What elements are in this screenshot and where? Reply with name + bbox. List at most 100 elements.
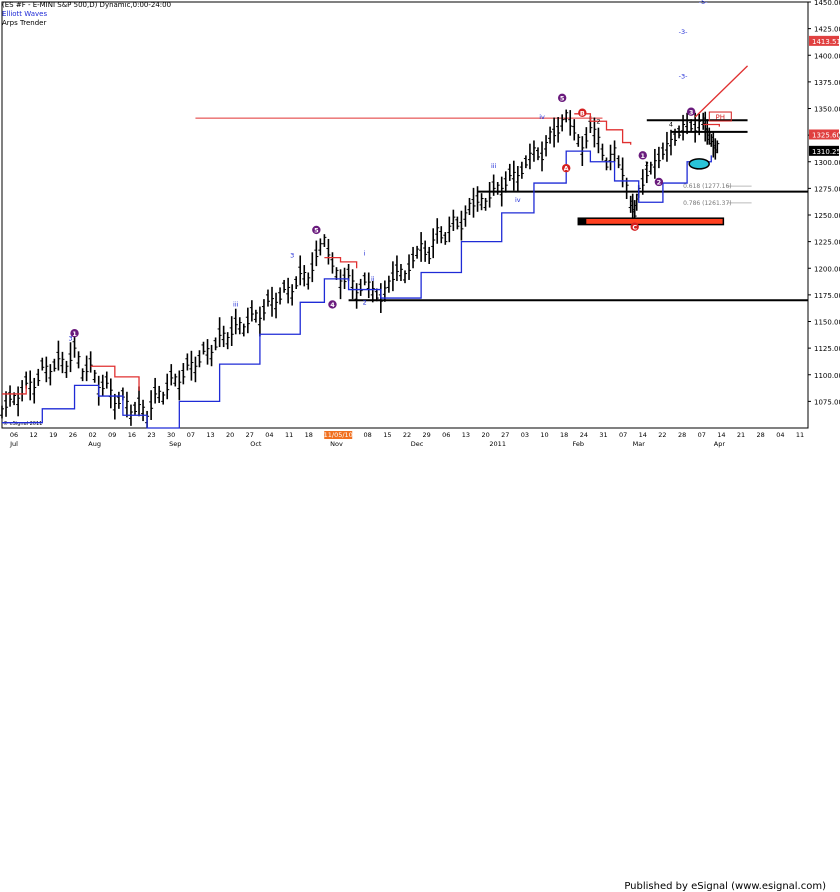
- x-day-label: 18: [305, 431, 313, 439]
- projection-line: [694, 65, 749, 118]
- x-day-label: 22: [403, 431, 411, 439]
- x-day-label: 15: [383, 431, 391, 439]
- x-day-label: 07: [187, 431, 195, 439]
- wave-marker-label: 3: [689, 108, 694, 116]
- x-day-label: 13: [462, 431, 470, 439]
- wave-label: ii: [371, 275, 375, 283]
- wave-label: iv: [515, 196, 521, 204]
- y-tick-label: 1300.00: [814, 159, 840, 167]
- x-day-label: 07: [698, 431, 706, 439]
- wave-label: 4: [669, 121, 673, 129]
- wave-marker-circle: [686, 107, 696, 116]
- wave-marker-label: 5: [560, 94, 565, 102]
- x-day-label: 16: [128, 431, 136, 439]
- x-day-label: 06: [442, 431, 450, 439]
- price-label: 1325.60: [812, 131, 840, 139]
- y-tick-label: 1125.00: [814, 345, 840, 353]
- y-tick-label: 1400.00: [814, 52, 840, 60]
- price-label-bg: [809, 35, 839, 46]
- wave-marker-circle: [312, 225, 321, 235]
- x-day-label: 04: [776, 431, 784, 439]
- x-month-label: Aug: [88, 440, 101, 448]
- y-tick-label: 1450.00: [814, 0, 840, 7]
- y-tick-label: 1250.00: [814, 212, 840, 220]
- x-month-label: Feb: [573, 440, 585, 448]
- x-day-label: 26: [69, 431, 77, 439]
- target-box: [577, 217, 725, 226]
- target-ellipse: [688, 158, 710, 170]
- x-day-label: 27: [246, 431, 254, 439]
- y-tick-label: 1275.00: [814, 185, 840, 193]
- trender-red-line: [324, 256, 358, 269]
- y-tick-label: 1200.00: [814, 265, 840, 273]
- ph-label-box: [708, 111, 732, 122]
- wave-marker-circle: [654, 177, 664, 187]
- x-month-label: Apr: [714, 440, 726, 448]
- target-box-cap: [578, 218, 587, 225]
- x-day-label: 21: [737, 431, 745, 439]
- x-day-label: 14: [717, 431, 725, 439]
- wave-marker-label: B: [580, 109, 585, 117]
- x-day-label: 09: [108, 431, 116, 439]
- y-tick-label: 1150.00: [814, 319, 840, 327]
- wave-label: iii: [233, 301, 239, 309]
- x-day-label: 13: [206, 431, 214, 439]
- wave-marker-label: 1: [72, 330, 77, 338]
- wave-marker-circle: [638, 151, 647, 160]
- x-day-label: 02: [88, 431, 96, 439]
- x-day-label: 23: [147, 431, 155, 439]
- plot-frame: [1, 1, 809, 429]
- x-day-label: 07: [619, 431, 627, 439]
- price-label-bg: [809, 129, 839, 140]
- x-day-label: 30: [167, 431, 175, 439]
- x-day-label: 18: [560, 431, 568, 439]
- x-month-label: Mar: [633, 440, 646, 448]
- x-day-label: 27: [501, 431, 509, 439]
- trender-red-line: [703, 123, 720, 127]
- wave-label: -3-: [679, 28, 688, 36]
- highlighted-date-bg: [324, 431, 353, 439]
- wave-marker-circle: [557, 93, 567, 103]
- x-month-label: Jul: [9, 440, 18, 448]
- x-month-label: Nov: [330, 440, 343, 448]
- y-tick-label: 1075.00: [814, 398, 840, 406]
- wave-marker-label: 2: [657, 179, 662, 187]
- copyright-text: © eSignal 2011: [3, 420, 42, 427]
- price-label-bg: [809, 145, 839, 156]
- x-day-label: 11: [285, 431, 293, 439]
- wave-label: iii: [491, 162, 497, 170]
- x-day-label: 29: [423, 431, 431, 439]
- chart-title: (ES #F - E-MINI S&P 500,D) Dynamic,0:00-…: [2, 1, 172, 9]
- x-day-label: 14: [639, 431, 647, 439]
- x-day-label: 03: [521, 431, 529, 439]
- x-day-label: 31: [599, 431, 607, 439]
- y-tick-label: 1225.00: [814, 239, 840, 247]
- wave-marker-label: 1: [641, 152, 646, 160]
- wave-marker-label: 5: [314, 227, 319, 235]
- x-day-label: 28: [757, 431, 765, 439]
- wave-marker-circle: [70, 329, 79, 338]
- wave-marker-circle: [328, 300, 337, 309]
- x-day-label: 28: [678, 431, 686, 439]
- wave-label: i: [364, 249, 366, 257]
- price-label: 1413.51: [812, 38, 840, 46]
- y-tick-label: 1350.00: [814, 106, 840, 114]
- y-tick-label: 1100.00: [814, 372, 840, 380]
- x-month-label: Oct: [250, 440, 262, 448]
- study-arps-trender: Arps Trender: [2, 19, 47, 27]
- x-day-label: 20: [481, 431, 489, 439]
- x-day-label: 04: [265, 431, 273, 439]
- fib-level-label: 0.618 (1277.16): [683, 183, 732, 190]
- wave-label: 3: [290, 252, 294, 260]
- study-elliott-waves: Elliott Waves: [2, 10, 48, 18]
- wave-label: 3: [68, 335, 72, 343]
- wave-marker-circle: [630, 222, 639, 231]
- x-day-label: 06: [10, 431, 18, 439]
- trender-red-line: [574, 113, 632, 145]
- fib-level-label: 0.786 (1261.37): [683, 200, 732, 207]
- trender-red-line: [2, 385, 27, 395]
- wave-label: iv: [539, 113, 545, 121]
- x-month-label: Dec: [411, 440, 424, 448]
- x-day-label: 19: [49, 431, 57, 439]
- price-chart[interactable]: 1075.001100.001125.001150.001175.001200.…: [0, 0, 840, 458]
